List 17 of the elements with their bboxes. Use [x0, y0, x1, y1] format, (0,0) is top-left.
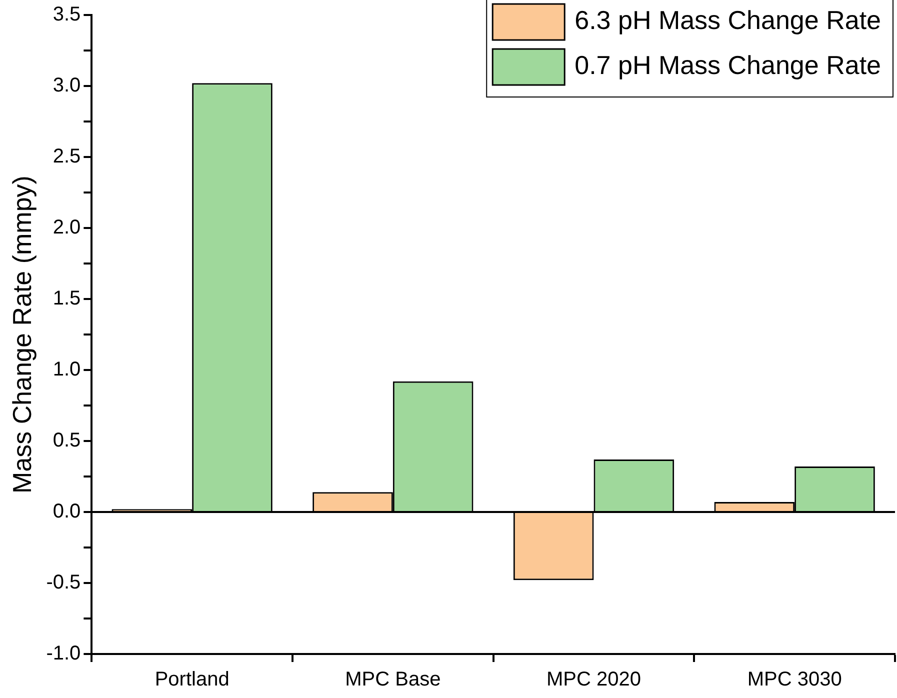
x-tick-label: Portland: [154, 668, 230, 691]
x-tick-label: MPC 3030: [747, 668, 842, 691]
legend-label: 0.7 pH Mass Change Rate: [574, 50, 881, 80]
y-tick-label: -0.5: [46, 572, 81, 594]
y-tick-label: 2.0: [52, 216, 81, 239]
y-tick-label: -1.0: [46, 642, 81, 665]
y-tick-label: 0.0: [52, 500, 81, 523]
y-tick-label: 3.0: [52, 74, 81, 97]
y-tick-label: 2.5: [52, 146, 81, 168]
x-tick-label: MPC Base: [345, 668, 441, 691]
y-tick-label: 0.5: [52, 430, 81, 452]
y-axis-title: Mass Change Rate (mmpy): [6, 176, 37, 494]
legend-label: 6.3 pH Mass Change Rate: [574, 5, 881, 36]
y-tick-label: 1.5: [52, 288, 81, 310]
y-tick-label: 1.0: [52, 358, 81, 381]
y-tick-label: 3.5: [52, 4, 81, 26]
x-tick-label: MPC 2020: [546, 668, 641, 691]
